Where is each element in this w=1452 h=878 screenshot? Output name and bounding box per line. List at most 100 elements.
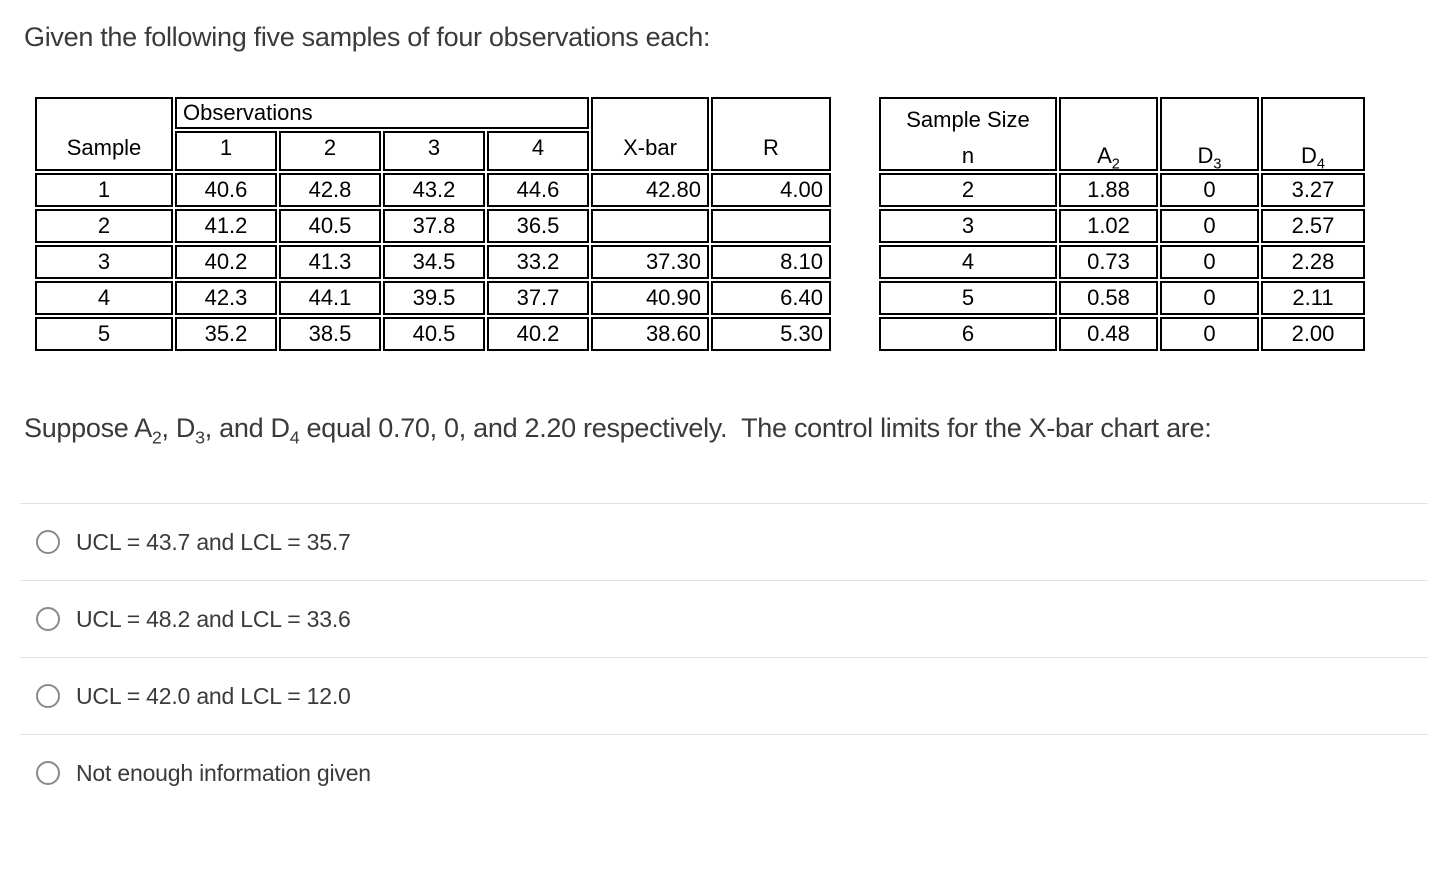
r-value: 4.00 — [711, 173, 831, 207]
col-header-d3: D3 — [1160, 97, 1259, 172]
d3-value: 0 — [1160, 317, 1259, 351]
col-header-observations: Observations — [175, 97, 589, 129]
radio-button[interactable] — [36, 761, 60, 785]
a2-value: 1.88 — [1059, 173, 1158, 207]
option-label: UCL = 42.0 and LCL = 12.0 — [76, 682, 351, 709]
obs-value: 40.2 — [487, 317, 589, 351]
obs-value: 40.5 — [279, 209, 381, 243]
n-value: 5 — [879, 281, 1057, 315]
col-header-r: R — [711, 97, 831, 171]
xbar-value: 42.80 — [591, 173, 709, 207]
r-value: 5.30 — [711, 317, 831, 351]
table-header-row: Sample Size n A2 D3 D4 — [879, 97, 1365, 172]
obs-value: 41.2 — [175, 209, 277, 243]
col-header-obs-2: 2 — [279, 131, 381, 171]
n-value: 2 — [879, 173, 1057, 207]
obs-value: 34.5 — [383, 245, 485, 279]
obs-value: 40.2 — [175, 245, 277, 279]
table-row: 1 40.6 42.8 43.2 44.6 42.80 4.00 — [35, 173, 831, 207]
obs-value: 35.2 — [175, 317, 277, 351]
r-value: 8.10 — [711, 245, 831, 279]
obs-value: 42.8 — [279, 173, 381, 207]
xbar-value: 38.60 — [591, 317, 709, 351]
table-row: 2 41.2 40.5 37.8 36.5 — [35, 209, 831, 243]
d3-value: 0 — [1160, 209, 1259, 243]
table-row: 3 1.02 0 2.57 — [879, 209, 1365, 243]
option-label: UCL = 48.2 and LCL = 33.6 — [76, 605, 351, 632]
table-row: 5 0.58 0 2.11 — [879, 281, 1365, 315]
col-header-sample: Sample — [35, 97, 173, 171]
sample-id: 4 — [35, 281, 173, 315]
obs-value: 38.5 — [279, 317, 381, 351]
col-header-obs-4: 4 — [487, 131, 589, 171]
a2-value: 0.58 — [1059, 281, 1158, 315]
obs-value: 40.5 — [383, 317, 485, 351]
answer-options: UCL = 43.7 and LCL = 35.7 UCL = 48.2 and… — [20, 503, 1428, 811]
table-row: 4 0.73 0 2.28 — [879, 245, 1365, 279]
xbar-value — [591, 209, 709, 243]
a2-value: 1.02 — [1059, 209, 1158, 243]
obs-value: 43.2 — [383, 173, 485, 207]
obs-value: 37.7 — [487, 281, 589, 315]
col-header-d4: D4 — [1261, 97, 1365, 172]
observations-table: Sample Observations X-bar R 1 2 3 4 1 40… — [33, 95, 833, 353]
table-row: 2 1.88 0 3.27 — [879, 173, 1365, 207]
sample-id: 2 — [35, 209, 173, 243]
table-subheader-row: 1 2 3 4 — [35, 131, 831, 171]
obs-value: 40.6 — [175, 173, 277, 207]
table-header-row: Sample Observations X-bar R — [35, 97, 831, 171]
obs-value: 37.8 — [383, 209, 485, 243]
table-row: 3 40.2 41.3 34.5 33.2 37.30 8.10 — [35, 245, 831, 279]
obs-value: 39.5 — [383, 281, 485, 315]
col-header-a2: A2 — [1059, 97, 1158, 172]
xbar-value: 40.90 — [591, 281, 709, 315]
d4-value: 2.11 — [1261, 281, 1365, 315]
sample-size-label: Sample Size — [906, 107, 1030, 132]
obs-value: 42.3 — [175, 281, 277, 315]
xbar-value: 37.30 — [591, 245, 709, 279]
sample-id: 5 — [35, 317, 173, 351]
r-value — [711, 209, 831, 243]
answer-option-2[interactable]: UCL = 48.2 and LCL = 33.6 — [20, 580, 1428, 657]
n-value: 6 — [879, 317, 1057, 351]
d4-value: 2.28 — [1261, 245, 1365, 279]
question-title: Given the following five samples of four… — [24, 22, 711, 52]
option-label: UCL = 43.7 and LCL = 35.7 — [76, 528, 351, 555]
obs-value: 41.3 — [279, 245, 381, 279]
d3-value: 0 — [1160, 173, 1259, 207]
obs-value: 44.1 — [279, 281, 381, 315]
col-header-obs-3: 3 — [383, 131, 485, 171]
sample-id: 3 — [35, 245, 173, 279]
obs-value: 36.5 — [487, 209, 589, 243]
radio-button[interactable] — [36, 684, 60, 708]
answer-option-3[interactable]: UCL = 42.0 and LCL = 12.0 — [20, 657, 1428, 734]
control-chart-factors-table: Sample Size n A2 D3 D4 2 1.88 0 3.27 3 1… — [877, 95, 1367, 353]
a2-value: 0.48 — [1059, 317, 1158, 351]
d4-value: 2.00 — [1261, 317, 1365, 351]
a2-value: 0.73 — [1059, 245, 1158, 279]
answer-option-4[interactable]: Not enough information given — [20, 734, 1428, 811]
n-value: 4 — [879, 245, 1057, 279]
col-header-obs-1: 1 — [175, 131, 277, 171]
option-label: Not enough information given — [76, 759, 371, 786]
d3-value: 0 — [1160, 245, 1259, 279]
table-row: 6 0.48 0 2.00 — [879, 317, 1365, 351]
n-value: 3 — [879, 209, 1057, 243]
obs-value: 33.2 — [487, 245, 589, 279]
answer-option-1[interactable]: UCL = 43.7 and LCL = 35.7 — [20, 503, 1428, 580]
tables-row: Sample Observations X-bar R 1 2 3 4 1 40… — [33, 95, 1452, 353]
n-label: n — [961, 143, 975, 168]
radio-button[interactable] — [36, 530, 60, 554]
d4-value: 3.27 — [1261, 173, 1365, 207]
table-row: 4 42.3 44.1 39.5 37.7 40.90 6.40 — [35, 281, 831, 315]
r-value: 6.40 — [711, 281, 831, 315]
col-header-sample-size-n: Sample Size n — [879, 97, 1057, 171]
sample-id: 1 — [35, 173, 173, 207]
radio-button[interactable] — [36, 607, 60, 631]
d4-value: 2.57 — [1261, 209, 1365, 243]
d3-value: 0 — [1160, 281, 1259, 315]
table-row: 5 35.2 38.5 40.5 40.2 38.60 5.30 — [35, 317, 831, 351]
obs-value: 44.6 — [487, 173, 589, 207]
col-header-xbar: X-bar — [591, 97, 709, 171]
question-text: Suppose A2, D3, and D4 equal 0.70, 0, an… — [24, 413, 1212, 448]
